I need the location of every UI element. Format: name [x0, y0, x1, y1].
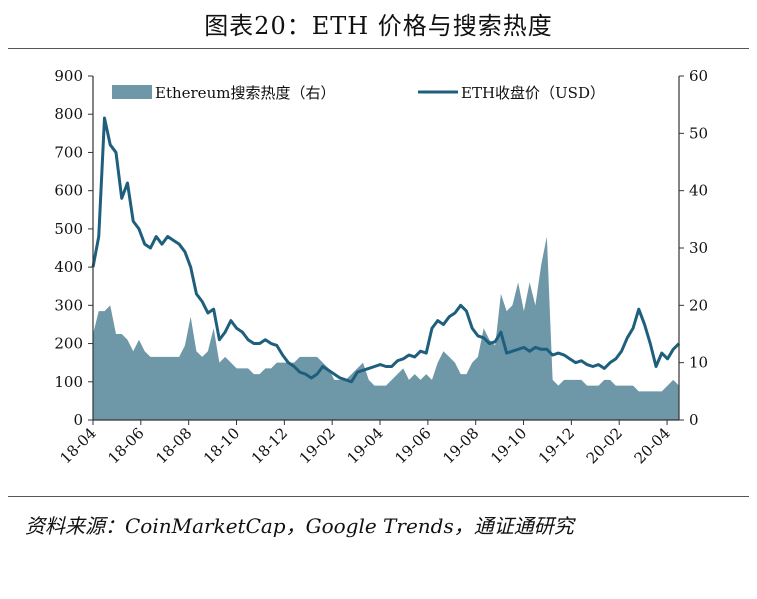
left-tick-label: 100 [54, 373, 83, 391]
x-tick-label: 19-08 [439, 424, 482, 467]
line-layer [91, 116, 681, 384]
source-note: 资料来源：CoinMarketCap，Google Trends，通证通研究 [25, 514, 574, 538]
x-tick-label: 18-10 [200, 424, 243, 467]
x-tick-label: 18-08 [152, 424, 195, 467]
x-tick-label: 18-12 [248, 424, 291, 467]
left-tick-label: 500 [54, 220, 83, 238]
legend-label-line: ETH收盘价（USD） [461, 84, 605, 102]
right-tick-label: 10 [689, 354, 708, 372]
x-tick-label: 20-04 [631, 424, 674, 467]
x-tick-label: 19-04 [344, 424, 387, 467]
left-tick-label: 600 [54, 182, 83, 200]
legend-swatch-area [112, 85, 152, 99]
left-tick-label: 0 [73, 411, 83, 429]
left-tick-label: 900 [54, 67, 83, 85]
chart-title: 图表20：ETH 价格与搜索热度 [204, 12, 553, 40]
left-tick-label: 800 [54, 105, 83, 123]
right-tick-label: 20 [689, 296, 708, 314]
eth-price-line [91, 116, 681, 384]
area-layer [93, 236, 679, 420]
legend: Ethereum搜索热度（右） ETH收盘价（USD） [112, 84, 605, 102]
x-tick-label: 18-06 [104, 424, 147, 467]
x-tick-label: 19-06 [391, 424, 434, 467]
bottom-rule [8, 496, 749, 497]
search-interest-area [93, 236, 679, 420]
x-tick-label: 18-04 [57, 424, 100, 467]
right-tick-label: 60 [689, 67, 708, 85]
left-tick-label: 200 [54, 335, 83, 353]
right-tick-label: 40 [689, 182, 708, 200]
x-tick-label: 19-10 [487, 424, 530, 467]
right-tick-label: 30 [689, 239, 708, 257]
legend-label-area: Ethereum搜索热度（右） [155, 84, 335, 102]
x-tick-label: 20-02 [583, 424, 626, 467]
x-tick-label: 19-12 [535, 424, 578, 467]
x-tick-label: 19-02 [296, 424, 339, 467]
left-tick-label: 400 [54, 258, 83, 276]
top-rule [8, 48, 749, 49]
right-tick-label: 50 [689, 124, 708, 142]
left-tick-label: 700 [54, 143, 83, 161]
left-tick-label: 300 [54, 296, 83, 314]
right-tick-label: 0 [689, 411, 699, 429]
